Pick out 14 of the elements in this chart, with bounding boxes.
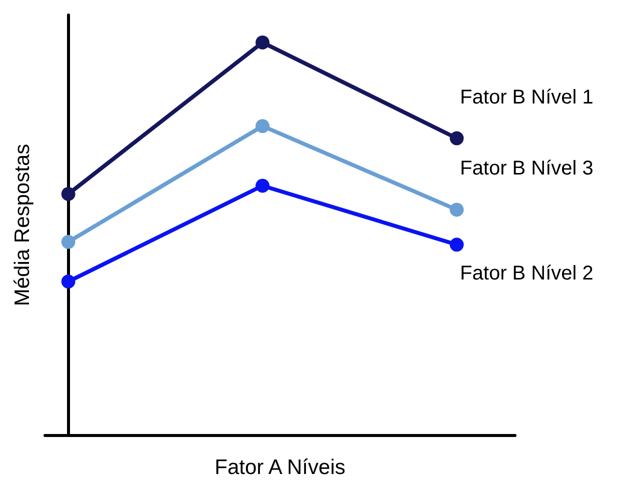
point <box>450 238 464 252</box>
point <box>256 119 270 134</box>
series-label: Fator B Nível 3 <box>460 158 594 180</box>
y-axis-title: Média Respostas <box>11 144 34 306</box>
point <box>61 186 76 201</box>
series-label: Fator B Nível 2 <box>460 262 594 285</box>
point <box>61 274 76 289</box>
point <box>450 202 464 217</box>
point <box>256 178 270 193</box>
x-axis-title: Fator A Níveis <box>214 456 346 479</box>
point <box>450 131 464 146</box>
point <box>256 35 270 50</box>
point <box>61 234 76 249</box>
series-label: Fator B Nível 1 <box>460 86 594 108</box>
